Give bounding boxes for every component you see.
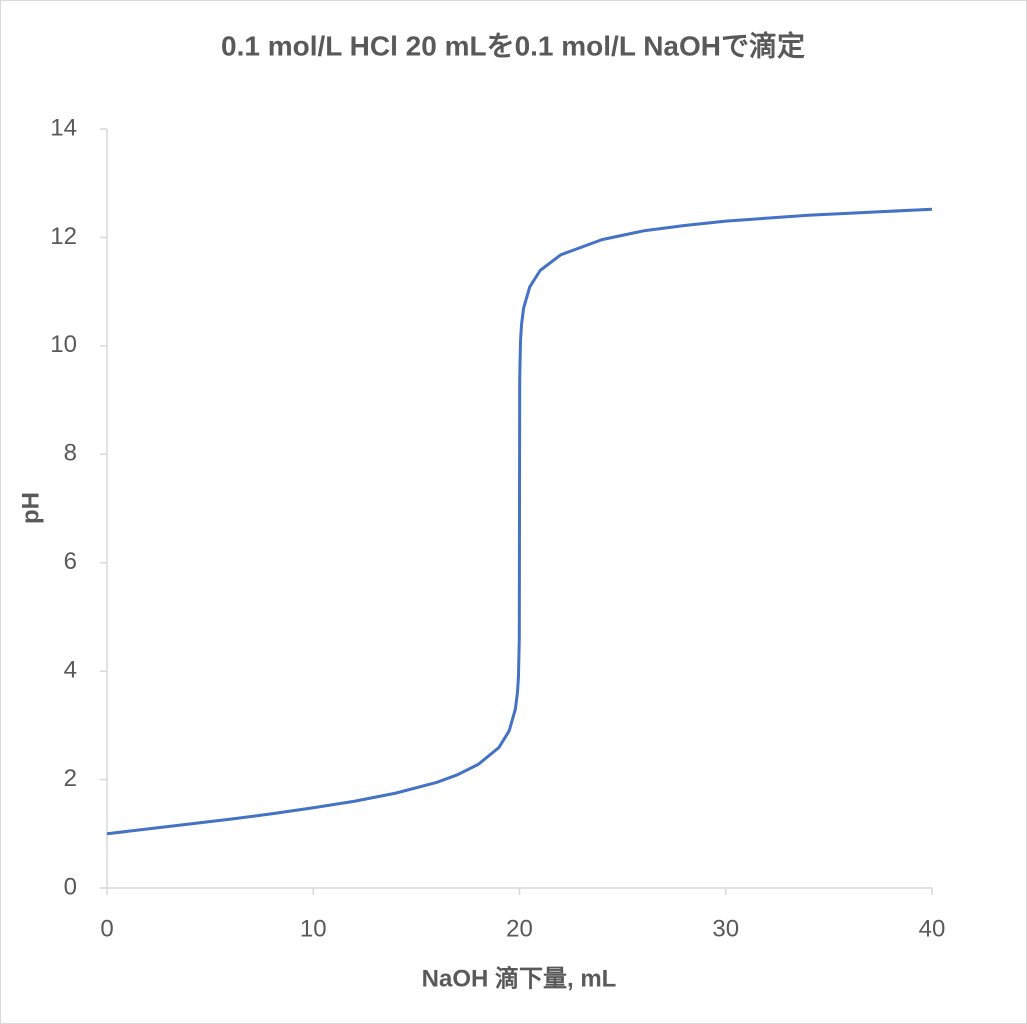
y-tick-label: 6 — [64, 548, 77, 575]
x-axis-title: NaOH 滴下量, mL — [422, 964, 617, 992]
x-tick-label: 30 — [712, 915, 739, 942]
x-tick-label: 10 — [300, 915, 327, 942]
y-tick-label: 14 — [50, 114, 77, 141]
data-line — [106, 207, 933, 836]
chart-title: 0.1 mol/L HCl 20 mLを0.1 mol/L NaOHで滴定 — [221, 29, 805, 61]
y-tick-label: 0 — [64, 873, 77, 900]
y-axis-title: pH — [17, 492, 44, 524]
y-tick-label: 8 — [64, 440, 77, 467]
y-tick-label: 12 — [50, 223, 77, 250]
y-tick-label: 2 — [64, 765, 77, 792]
y-tick-label: 10 — [50, 331, 77, 358]
x-tick-label: 40 — [919, 915, 946, 942]
y-tick-label: 4 — [64, 656, 77, 683]
x-tick-label: 0 — [100, 915, 113, 942]
x-tick-label: 20 — [506, 915, 533, 942]
